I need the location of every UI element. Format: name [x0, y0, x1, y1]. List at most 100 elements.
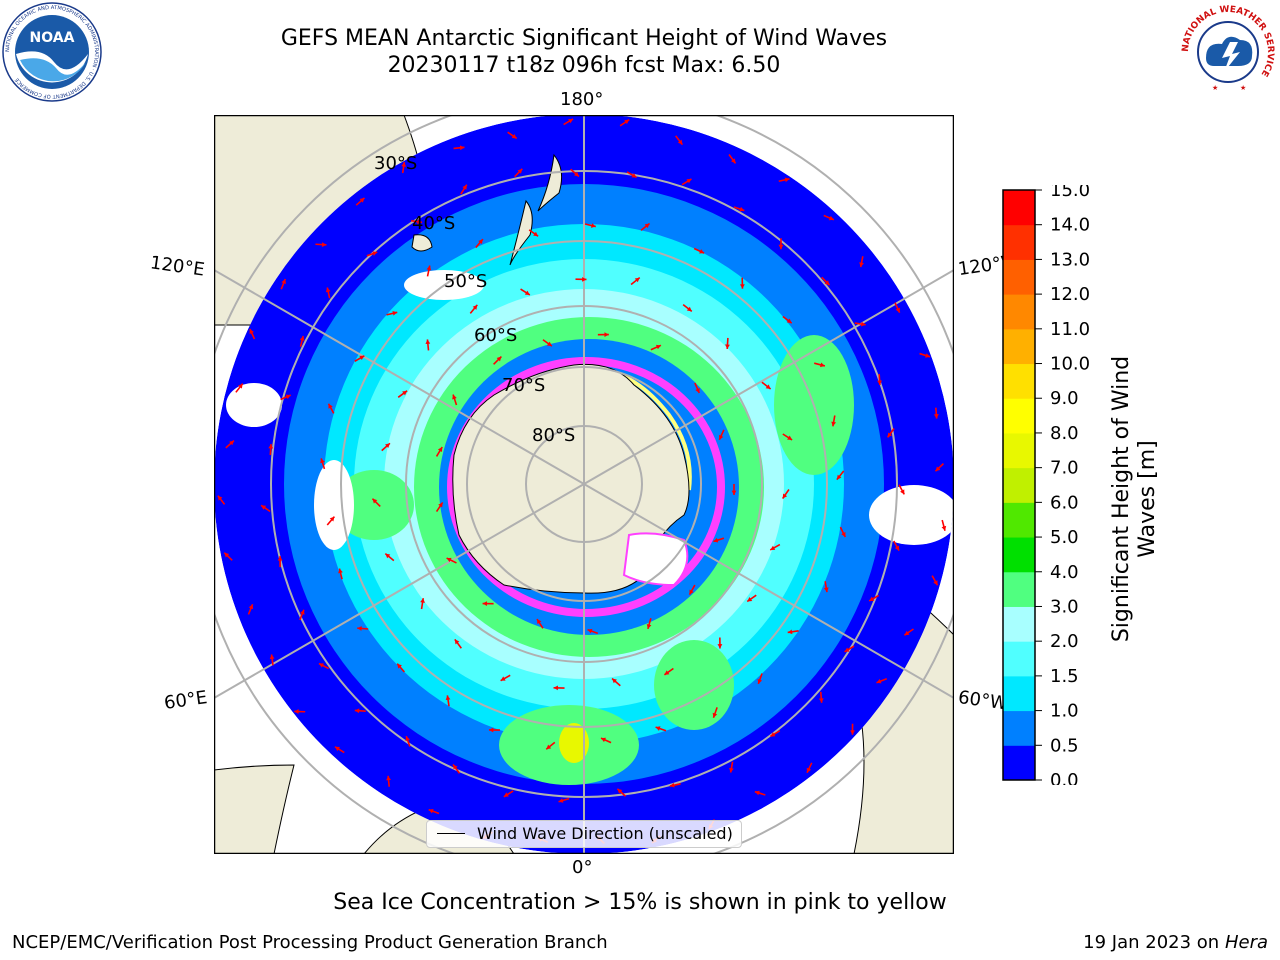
wave-direction-arrowhead — [664, 670, 670, 675]
wave-direction-arrowhead — [428, 808, 434, 814]
wave-direction-arrowhead — [397, 663, 402, 669]
wave-direction-arrowhead — [731, 490, 737, 495]
wave-direction-arrowhead — [454, 639, 460, 645]
madagascar-land — [214, 764, 295, 854]
colorbar-tick-label: 12.0 — [1050, 284, 1090, 305]
wave-direction-arrowhead — [712, 712, 718, 718]
wave-direction-arrowhead — [574, 171, 579, 177]
lat-label-70s: 70°S — [502, 375, 545, 396]
wave-direction-arrowhead — [624, 119, 630, 125]
colorbar-band — [1003, 432, 1035, 469]
wave-direction-arrowhead — [482, 601, 488, 606]
colorbar-band — [1003, 328, 1035, 365]
wave-direction-arrowhead — [935, 466, 941, 472]
wave-direction-arrowhead — [496, 356, 502, 362]
wave-direction-arrowhead — [600, 737, 606, 743]
wave-direction-arrowhead — [503, 792, 509, 797]
lat-label-80s: 80°S — [532, 425, 575, 446]
wave-direction-arrowhead — [844, 647, 850, 652]
wave-direction-arrowhead — [669, 782, 675, 788]
wave-direction-arrowhead — [357, 626, 362, 631]
wave-direction-arrowhead — [820, 362, 825, 368]
wave-direction-arrowhead — [338, 568, 343, 574]
wave-direction-arrowhead — [770, 545, 776, 550]
wave-direction-arrowhead — [850, 730, 855, 735]
wave-direction-arrowhead — [699, 249, 705, 254]
colorbar-band — [1003, 190, 1035, 226]
wave-direction-arrowhead — [713, 537, 719, 543]
wave-direction-arrowhead — [329, 516, 335, 522]
wind-wave-arrows — [217, 118, 947, 845]
colorbar-tick-label: 0.5 — [1050, 735, 1079, 756]
colorbar-tick-label: 10.0 — [1050, 354, 1090, 375]
wave-direction-arrowhead — [249, 328, 254, 334]
wave-direction-arrowhead — [894, 545, 900, 551]
wave-direction-arrowhead — [568, 118, 574, 124]
wave-direction-arrowhead — [895, 307, 900, 313]
colorbar-tick-label: 1.5 — [1050, 666, 1079, 687]
wave-direction-arrowhead — [770, 732, 776, 737]
wave-direction-arrowhead — [860, 321, 866, 327]
wave-direction-arrowhead — [831, 421, 836, 427]
colorbar-tick-label: 8.0 — [1050, 423, 1079, 444]
colorbar-tick-label: 7.0 — [1050, 458, 1079, 479]
colorbar-band — [1003, 675, 1035, 712]
graticule — [214, 115, 954, 854]
wave-direction-arrowhead — [729, 767, 734, 773]
wave-direction-arrowhead — [299, 335, 305, 341]
wave-direction-arrowhead — [612, 678, 617, 684]
colorbar-tick-label: 5.0 — [1050, 527, 1079, 548]
wave-direction-arrowhead — [786, 318, 792, 324]
wave-direction-arrowhead — [328, 403, 333, 409]
chart-subtitle: 20230117 t18z 096h fcst Max: 6.50 — [387, 53, 781, 78]
wave-direction-arrowhead — [739, 206, 745, 212]
wave-direction-arrowhead — [587, 628, 593, 634]
wave-direction-arrowhead — [238, 383, 243, 389]
wave-direction-arrowhead — [933, 580, 938, 586]
wave-direction-arrowhead — [321, 242, 327, 248]
wave-direction-arrowhead — [739, 284, 745, 289]
wave-direction-arrowhead — [261, 505, 267, 510]
colorbar-tick-label: 6.0 — [1050, 492, 1079, 513]
footer-credit: NCEP/EMC/Verification Post Processing Pr… — [12, 932, 608, 953]
wave-direction-arrowhead — [281, 279, 286, 284]
wave-direction-arrowhead — [757, 678, 763, 684]
colorbar-tick-label: 3.0 — [1050, 596, 1079, 617]
wave-direction-arrowhead — [500, 676, 506, 681]
wave-direction-arrowhead — [420, 598, 425, 603]
wave-direction-arrowhead — [689, 589, 694, 595]
wave-direction-arrowhead — [224, 552, 230, 558]
wave-direction-arrowhead — [318, 663, 324, 668]
colorbar: 0.0 0.5 1.0 1.5 2.0 3.0 4.0 5.0 6.0 7.0 8.0 9.0 10.0… — [1002, 185, 1090, 785]
wave-direction-arrowhead — [877, 380, 882, 386]
wave-direction-arrowhead — [859, 262, 864, 268]
wave-direction-arrowhead — [887, 432, 893, 438]
wave-direction-arrowhead — [782, 493, 788, 499]
wave-direction-arrowhead — [425, 339, 431, 345]
map-border — [214, 115, 954, 854]
wave-direction-arrowhead — [631, 173, 637, 178]
wave-direction-arrowhead — [405, 736, 410, 742]
footer-host: Hera — [1224, 932, 1268, 953]
wave-direction-arrowhead — [836, 474, 842, 480]
lon-label-120w: 120°W — [956, 252, 1006, 281]
wave-direction-arrowhead — [417, 219, 422, 225]
wave-direction-arrowhead — [533, 231, 539, 237]
wave-direction-arrowhead — [784, 177, 790, 183]
colorbar-tick-label: 9.0 — [1050, 388, 1079, 409]
wave-direction-arrowhead — [824, 280, 830, 286]
wave-direction-arrowhead — [933, 414, 939, 419]
wave-direction-arrowhead — [217, 495, 223, 501]
wave-direction-arrowhead — [546, 744, 552, 750]
wave-direction-arrowhead — [536, 619, 542, 625]
nws-logo: NATIONAL WEATHER SERVICE ★ ★ — [1180, 4, 1276, 100]
wave-direction-arrowhead — [695, 388, 700, 394]
wave-direction-arrowhead — [730, 158, 736, 164]
lat-label-50s: 50°S — [444, 271, 487, 292]
wave-direction-arrowhead — [511, 133, 517, 139]
svg-text:★: ★ — [1240, 84, 1246, 92]
wave-direction-arrowhead — [359, 197, 365, 203]
noaa-logo: NATIONAL OCEANIC AND ATMOSPHERIC ADMINIS… — [2, 2, 102, 102]
colorbar-tick-label: 11.0 — [1050, 319, 1090, 340]
wave-direction-arrowhead — [677, 139, 683, 145]
